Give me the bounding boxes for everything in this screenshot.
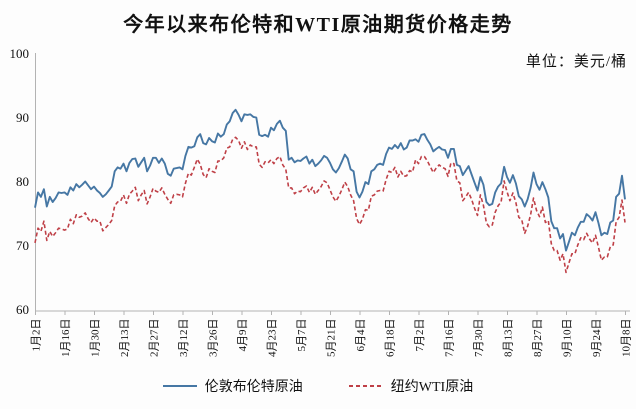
legend-item-wti: 纽约WTI原油 — [348, 376, 474, 396]
x-tick-label: 3月26日 — [208, 319, 220, 358]
wti-dashed-line-swatch-icon — [348, 385, 383, 387]
legend-label-wti: 纽约WTI原油 — [390, 380, 474, 395]
unit-label: 单位：美元/桶 — [525, 54, 627, 70]
y-tick-label: 70 — [16, 238, 29, 253]
x-tick-label: 5月21日 — [326, 319, 338, 358]
x-tick-label: 6月4日 — [355, 319, 367, 352]
legend-item-brent: 伦敦布伦特原油 — [162, 376, 303, 396]
y-tick-label: 60 — [16, 302, 29, 317]
x-tick-label: 1月30日 — [90, 319, 102, 358]
x-tick-label: 7月2日 — [414, 319, 426, 352]
x-tick-label: 4月9日 — [237, 319, 249, 352]
x-tick-label: 1月16日 — [60, 319, 72, 358]
x-tick-label: 9月24日 — [591, 319, 603, 358]
brent-solid-line-swatch-icon — [162, 385, 197, 387]
wti-series-line — [34, 136, 626, 274]
legend-label-brent: 伦敦布伦特原油 — [204, 380, 303, 395]
brent-series-line — [34, 108, 626, 252]
x-tick-label: 1月2日 — [31, 319, 43, 352]
legend: 伦敦布伦特原油 纽约WTI原油 — [0, 376, 636, 396]
x-tick-label: 2月13日 — [119, 319, 131, 358]
x-tick-label: 5月7日 — [296, 319, 308, 352]
x-tick-label: 7月30日 — [473, 319, 485, 358]
x-tick-label: 9月10日 — [562, 319, 574, 358]
x-tick-label: 3月12日 — [178, 319, 190, 358]
x-tick-label: 2月27日 — [149, 319, 161, 358]
price-line-chart: 60 70 80 90 100 1月2日 1月16日 1月30日 2月13日 2月27日 3月12日… — [10, 46, 633, 358]
x-tick-label: 10月8日 — [621, 319, 633, 358]
chart-title: 今年以来布伦特和WTI原油期货价格走势 — [123, 14, 513, 36]
x-tick-label: 7月16日 — [444, 319, 456, 358]
y-tick-label: 80 — [16, 174, 29, 189]
x-tick-label: 6月18日 — [385, 319, 397, 358]
y-tick-label: 90 — [16, 110, 29, 125]
x-tick-label: 8月13日 — [503, 319, 515, 358]
x-tick-label: 4月23日 — [267, 319, 279, 358]
x-tick-label: 8月27日 — [532, 319, 544, 358]
y-tick-label: 100 — [10, 46, 30, 61]
